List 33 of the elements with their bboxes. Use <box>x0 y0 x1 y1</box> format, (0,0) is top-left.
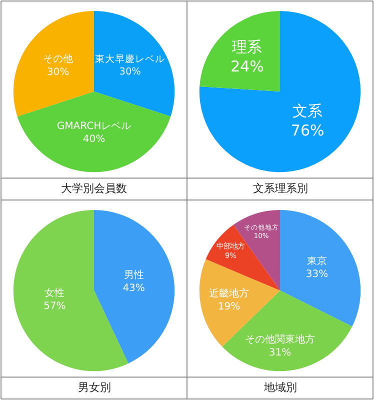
text: 地域別 <box>263 381 297 394</box>
slice-label: 男性 <box>124 269 144 282</box>
data-label: 43% <box>122 283 145 294</box>
data-label: 24% <box>230 57 264 76</box>
text: 男女別 <box>78 381 111 394</box>
data-label: 57% <box>44 300 66 312</box>
text: 文系理系別 <box>253 182 308 195</box>
pie-slice <box>14 10 94 116</box>
data-label: 19% <box>218 302 240 313</box>
data-label: 30% <box>119 66 141 78</box>
slice-label: 近畿地方 <box>208 288 249 300</box>
slice-label: 女性 <box>44 286 65 299</box>
slice-label: GMARCHレベル <box>56 120 132 132</box>
slice-label: その他 <box>42 52 73 65</box>
slice-label: 東京 <box>307 255 328 268</box>
text: 大学別会員数 <box>61 182 127 195</box>
slice-label: その他関東地方 <box>245 333 315 346</box>
pie-slice <box>280 210 361 326</box>
pie-slice <box>94 10 174 116</box>
pie-slice <box>200 10 361 172</box>
data-label: 40% <box>82 134 106 145</box>
slice-label: 文系 <box>292 102 323 120</box>
data-label: 33% <box>306 269 328 280</box>
data-label: 31% <box>268 347 292 358</box>
slice-label: 理系 <box>232 38 262 56</box>
data-label: 30% <box>46 66 70 78</box>
slice-label: 中部地方 <box>216 241 245 250</box>
pie-slice <box>200 10 280 92</box>
data-label: 76% <box>290 122 324 140</box>
pie-slice <box>17 92 171 172</box>
pie-slice <box>94 210 175 364</box>
slice-label: 東大早慶レベル <box>95 52 166 65</box>
data-label: 9% <box>224 250 237 260</box>
